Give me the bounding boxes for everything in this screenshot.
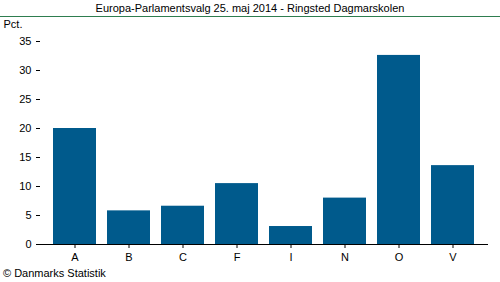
html-text:© Danmarks Statistik: © Danmarks Statistik: [3, 267, 106, 279]
svg-text:5: 5: [25, 209, 31, 221]
svg-text:N: N: [341, 251, 349, 263]
svg-text:25: 25: [19, 93, 31, 105]
svg-text:Pct.: Pct.: [4, 18, 23, 30]
svg-text:20: 20: [19, 122, 31, 134]
svg-text:V: V: [449, 251, 457, 263]
svg-text:10: 10: [19, 180, 31, 192]
svg-text:30: 30: [19, 64, 31, 76]
svg-text:35: 35: [19, 35, 31, 47]
svg-text:0: 0: [25, 238, 31, 250]
svg-text:A: A: [71, 251, 79, 263]
svg-text:C: C: [179, 251, 187, 263]
svg-text:B: B: [125, 251, 132, 263]
html-text:Europa-Parlamentsvalg 25. maj: Europa-Parlamentsvalg 25. maj 2014 - Rin…: [95, 2, 405, 14]
svg-text:I: I: [289, 251, 292, 263]
svg-text:O: O: [395, 251, 404, 263]
svg-text:15: 15: [19, 151, 31, 163]
svg-text:F: F: [234, 251, 241, 263]
